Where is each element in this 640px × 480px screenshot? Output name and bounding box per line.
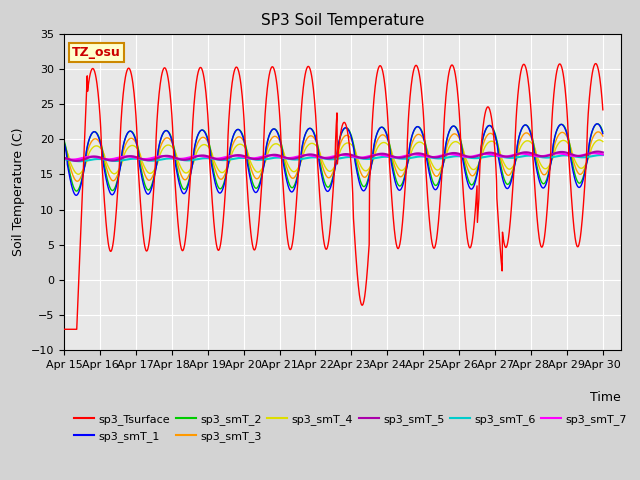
sp3_Tsurface [417, 82, 425, 88]
sp3_smT_4 [74, 171, 82, 177]
sp3_smT_7 [535, 154, 543, 159]
sp3_smT_4 [60, 145, 68, 151]
sp3_Tsurface [535, 232, 543, 238]
sp3_smT_2 [73, 188, 81, 194]
sp3_Tsurface [180, 245, 188, 251]
Line: sp3_smT_5: sp3_smT_5 [64, 152, 603, 161]
sp3_smT_1 [72, 192, 80, 198]
sp3_smT_7 [60, 156, 68, 161]
sp3_smT_6 [535, 154, 543, 160]
Line: sp3_Tsurface: sp3_Tsurface [64, 63, 603, 329]
sp3_Tsurface [599, 107, 607, 113]
sp3_smT_3 [599, 133, 607, 139]
sp3_smT_6 [417, 154, 425, 159]
sp3_smT_7 [417, 152, 425, 158]
sp3_smT_6 [180, 157, 188, 163]
sp3_smT_2 [241, 137, 248, 143]
Text: TZ_osu: TZ_osu [72, 46, 121, 59]
sp3_smT_6 [60, 156, 68, 162]
sp3_smT_5 [72, 158, 80, 164]
sp3_smT_6 [598, 152, 605, 158]
sp3_smT_3 [180, 177, 188, 182]
sp3_smT_4 [596, 137, 604, 143]
sp3_smT_4 [241, 144, 248, 150]
sp3_smT_5 [594, 149, 602, 155]
sp3_smT_3 [60, 141, 68, 146]
sp3_smT_5 [167, 154, 175, 159]
sp3_smT_1 [60, 139, 68, 145]
sp3_smT_2 [180, 187, 188, 192]
sp3_smT_4 [488, 138, 495, 144]
sp3_smT_2 [167, 134, 175, 140]
sp3_smT_2 [60, 137, 68, 143]
sp3_Tsurface [592, 60, 600, 66]
sp3_smT_2 [417, 127, 425, 132]
sp3_smT_6 [599, 152, 607, 158]
Line: sp3_smT_6: sp3_smT_6 [64, 155, 603, 161]
Line: sp3_smT_1: sp3_smT_1 [64, 124, 603, 195]
Line: sp3_smT_2: sp3_smT_2 [64, 124, 603, 191]
sp3_smT_6 [76, 158, 84, 164]
sp3_smT_6 [241, 155, 248, 161]
sp3_Tsurface [60, 326, 68, 332]
sp3_smT_3 [535, 164, 543, 170]
sp3_Tsurface [240, 118, 248, 124]
sp3_smT_7 [241, 154, 248, 160]
sp3_smT_1 [180, 191, 188, 196]
Text: Time: Time [590, 391, 621, 404]
sp3_smT_5 [241, 153, 248, 159]
sp3_smT_3 [488, 131, 495, 136]
sp3_smT_2 [535, 173, 543, 179]
sp3_smT_5 [599, 149, 607, 155]
sp3_smT_1 [241, 140, 248, 145]
sp3_smT_3 [417, 133, 425, 139]
sp3_smT_7 [590, 150, 598, 156]
sp3_smT_6 [488, 153, 495, 159]
sp3_smT_2 [599, 129, 607, 135]
sp3_smT_4 [535, 158, 543, 164]
sp3_smT_1 [417, 128, 425, 133]
sp3_smT_4 [599, 139, 607, 144]
sp3_smT_4 [417, 140, 425, 145]
sp3_smT_5 [417, 151, 425, 156]
sp3_smT_7 [488, 152, 495, 157]
sp3_smT_3 [241, 140, 248, 146]
sp3_smT_3 [595, 129, 602, 135]
sp3_smT_1 [167, 135, 175, 141]
Line: sp3_smT_3: sp3_smT_3 [64, 132, 603, 181]
sp3_smT_1 [535, 178, 543, 183]
sp3_smT_7 [167, 155, 175, 160]
Line: sp3_smT_4: sp3_smT_4 [64, 140, 603, 174]
sp3_smT_1 [593, 121, 601, 127]
Y-axis label: Soil Temperature (C): Soil Temperature (C) [12, 128, 26, 256]
sp3_smT_5 [535, 153, 543, 159]
sp3_smT_6 [167, 156, 175, 161]
sp3_smT_5 [488, 150, 495, 156]
sp3_smT_7 [180, 156, 188, 161]
sp3_smT_2 [594, 121, 602, 127]
sp3_smT_3 [73, 179, 81, 184]
Title: SP3 Soil Temperature: SP3 Soil Temperature [260, 13, 424, 28]
sp3_smT_3 [167, 138, 175, 144]
sp3_smT_4 [180, 169, 188, 175]
sp3_smT_5 [60, 155, 68, 160]
sp3_Tsurface [488, 114, 495, 120]
sp3_Tsurface [167, 97, 175, 103]
sp3_smT_7 [69, 156, 77, 162]
sp3_smT_1 [599, 131, 607, 136]
sp3_smT_1 [488, 124, 495, 130]
Line: sp3_smT_7: sp3_smT_7 [64, 153, 603, 159]
Legend: sp3_Tsurface, sp3_smT_1, sp3_smT_2, sp3_smT_3, sp3_smT_4, sp3_smT_5, sp3_smT_6, : sp3_Tsurface, sp3_smT_1, sp3_smT_2, sp3_… [70, 410, 632, 446]
sp3_smT_4 [167, 143, 175, 149]
sp3_smT_5 [180, 157, 188, 163]
sp3_smT_7 [599, 152, 607, 157]
sp3_smT_2 [488, 124, 495, 130]
